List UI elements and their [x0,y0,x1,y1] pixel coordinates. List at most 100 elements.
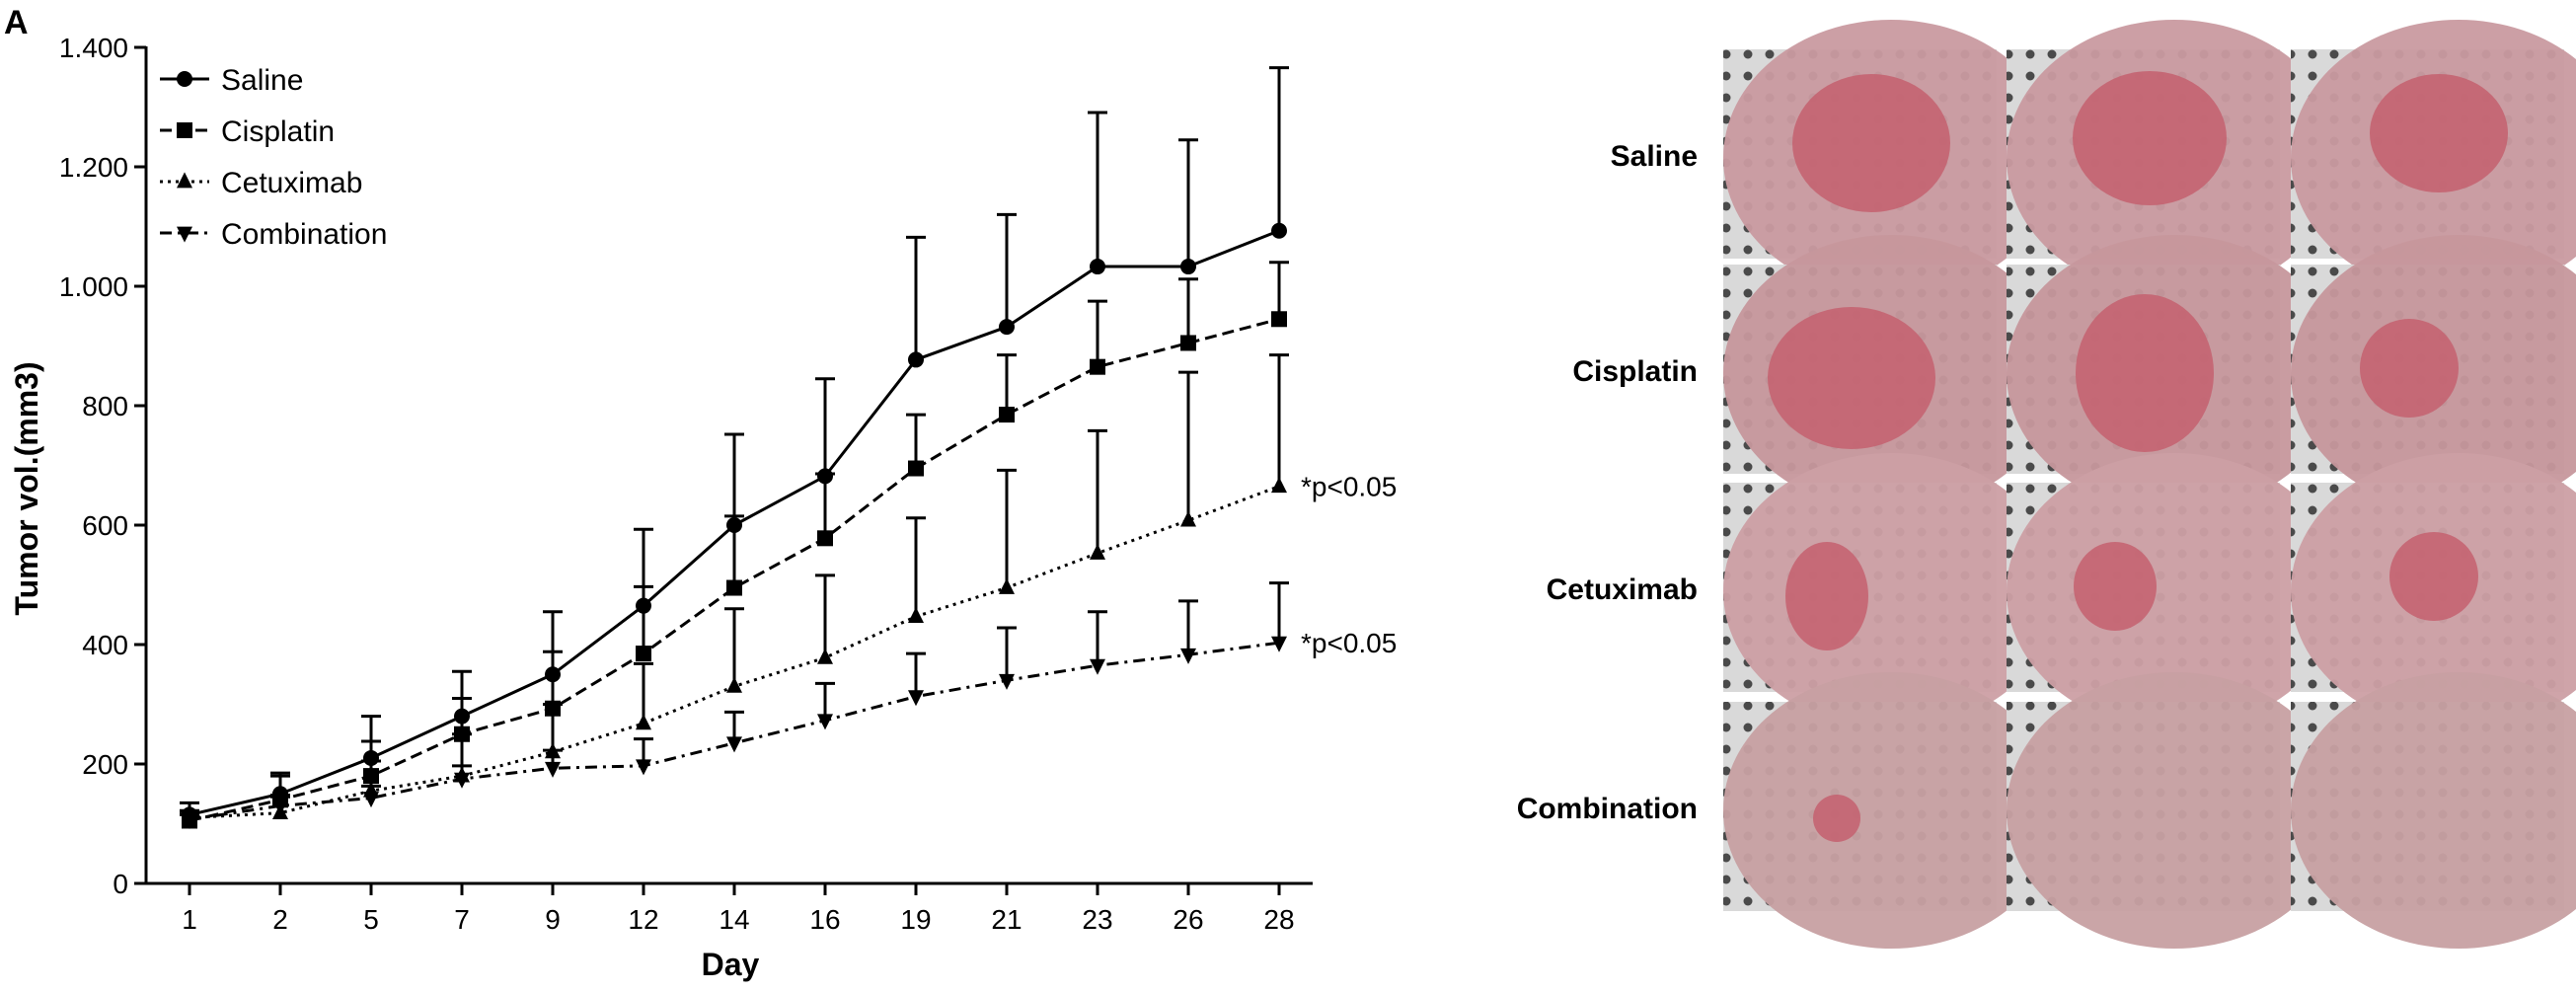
y-axis-label: Tumor vol.(mm3) [9,361,44,615]
tumor-mass [1768,307,1935,449]
tumor-mass [2073,71,2227,205]
x-tick-label: 14 [719,904,749,935]
tumor-photo [2007,453,2342,729]
x-tick-label: 7 [454,904,470,935]
tumor-mass [2074,542,2157,631]
tumor-mass [2360,319,2459,418]
tumor-mass [2389,532,2478,621]
data-point-combination [1090,658,1105,675]
data-point-cetuximab [817,648,833,664]
data-point-cetuximab [1090,543,1105,560]
y-tick-label: 800 [82,391,128,421]
tumor-photo [2291,235,2576,511]
mouse-body [2007,672,2342,949]
data-point-cetuximab [726,676,742,693]
data-point-combination [272,799,288,815]
mouse-body [1723,672,2059,949]
y-tick-label: 0 [113,869,128,899]
y-tick-label: 600 [82,510,128,541]
data-point-cisplatin [1180,335,1196,351]
x-tick-label: 26 [1173,904,1203,935]
tumor-mass [2370,74,2508,192]
data-point-cisplatin [908,460,924,477]
data-point-combination [999,673,1015,690]
legend-item-combination: Combination [160,218,387,251]
row-label-combination: Combination [1517,793,1698,825]
data-point-saline [1271,222,1287,239]
tumor-mass [1792,74,1950,212]
x-tick-label: 5 [363,904,379,935]
tumor-mass [1813,795,1860,842]
tumor-photo [2007,20,2342,296]
data-point-saline [908,351,924,368]
y-tick-label: 1.200 [59,152,128,183]
x-tick-label: 23 [1082,904,1112,935]
data-point-cisplatin [817,530,833,547]
tumor-mass [1785,542,1868,650]
data-point-saline [999,319,1015,336]
tumor-photo [1723,453,2059,729]
legend-item-saline: Saline [160,64,303,97]
legend-label: Combination [221,218,387,251]
tumor-photo [1723,672,2059,949]
data-point-combination [363,792,379,808]
data-point-combination [636,759,651,776]
data-point-cisplatin [1271,311,1287,328]
data-point-cisplatin [726,579,742,596]
legend-item-cetuximab: Cetuximab [160,167,362,199]
data-point-cetuximab [636,714,651,730]
x-tick-label: 9 [545,904,561,935]
data-point-combination [1271,636,1287,652]
data-point-combination [908,690,924,707]
legend-marker [177,71,192,87]
legend-marker [177,122,192,138]
tumor-photo [1723,20,2059,296]
row-label-cetuximab: Cetuximab [1547,573,1698,606]
tumor-photo [2007,235,2342,511]
x-tick-label: 21 [991,904,1022,935]
data-point-cetuximab [908,606,924,623]
x-axis-label: Day [702,947,760,982]
data-point-combination [454,772,470,789]
mouse-body [2291,672,2576,949]
x-tick-label: 28 [1263,904,1294,935]
data-point-combination [817,714,833,730]
data-point-combination [1180,648,1196,664]
chart-legend: Saline Cisplatin Cetuximab Combination [160,64,387,251]
data-point-combination [545,761,561,778]
significance-annotation: *p<0.05 [1301,628,1397,658]
y-tick-label: 1.000 [59,271,128,302]
row-label-saline: Saline [1611,140,1698,173]
data-point-cisplatin [999,407,1015,423]
series-combination [180,581,1289,829]
y-tick-label: 400 [82,630,128,660]
data-point-cisplatin [1090,358,1105,375]
tumor-photo [2291,672,2576,949]
data-point-cetuximab [1271,477,1287,494]
tumor-photo [2007,672,2342,949]
mouse-body [2007,453,2342,729]
legend-label: Cetuximab [221,167,362,199]
x-tick-label: 2 [272,904,288,935]
panel-label: A [4,4,29,41]
tumor-photo [2291,453,2576,729]
x-tick-label: 19 [900,904,931,935]
mouse-body [1723,453,2059,729]
tumor-photo [2291,20,2576,296]
x-tick-label: 12 [628,904,658,935]
y-tick-label: 1.400 [59,33,128,63]
data-point-cisplatin [636,646,651,662]
y-tick-label: 200 [82,749,128,780]
data-point-cetuximab [999,577,1015,594]
data-point-combination [182,812,197,829]
row-label-cisplatin: Cisplatin [1572,355,1698,388]
legend-item-cisplatin: Cisplatin [160,115,335,148]
data-point-combination [726,736,742,753]
tumor-mass [2076,294,2214,452]
tumor-photo-grid: Saline Cisplatin Cetuximab Combination [1517,20,2576,949]
legend-label: Saline [221,64,303,97]
tumor-volume-chart: Tumor vol.(mm3) Day 0 200 400 600 800 1.000 1.… [9,33,1397,982]
x-tick-label: 16 [809,904,840,935]
x-tick-label: 1 [182,904,197,935]
